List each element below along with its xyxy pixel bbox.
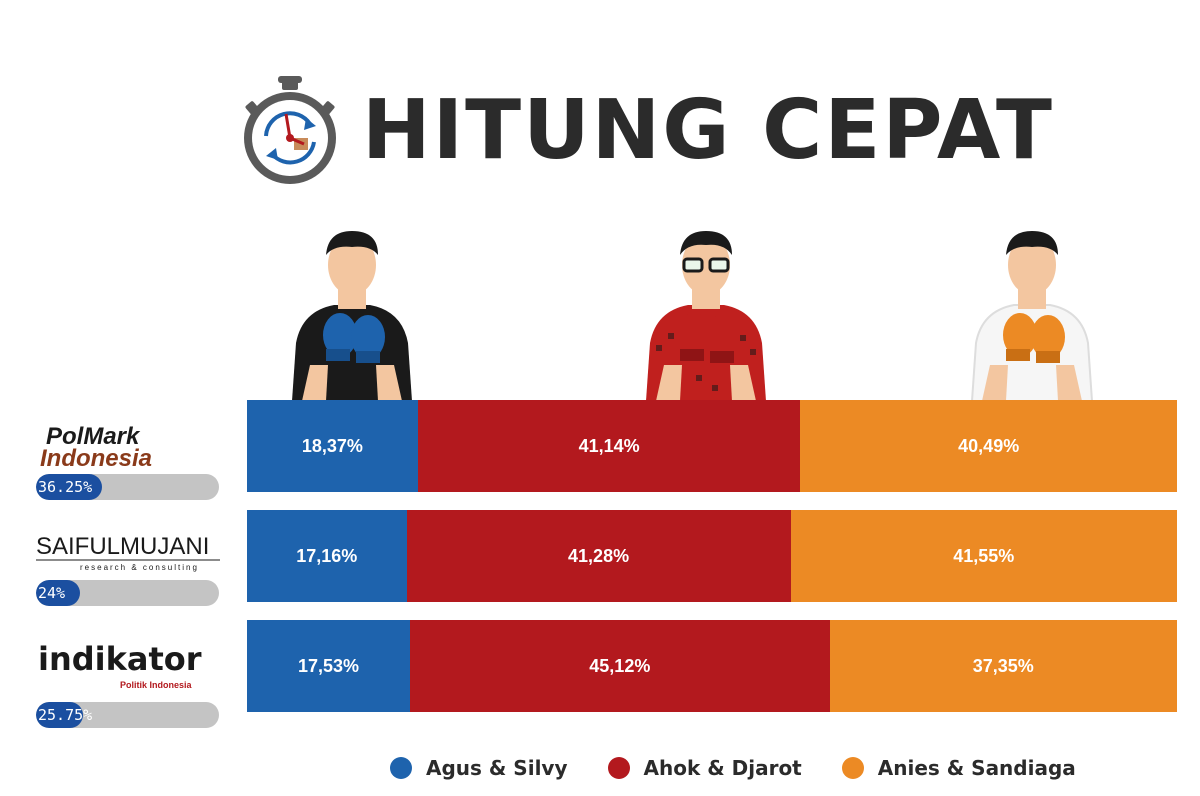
indikator-progress-label: 25.75% [38,706,93,724]
stacked-bar-chart: 18,37% 41,14% 40,49% 17,16% 41,28% 41,55% 17,5… [247,400,1177,720]
saifulmujani-progress-label: 24% [38,584,66,602]
bar-segment-ahok-djarot: 41,14% [417,400,801,492]
stopwatch-icon [244,76,336,184]
bar-row-polmark-indonesia: 18,37% 41,14% 40,49% [247,400,1177,492]
bar-segment-anies-sandiaga: 37,35% [829,620,1177,712]
bar-segment-anies-sandiaga: 40,49% [800,400,1177,492]
data-label: 41,28% [568,545,630,566]
legend-item-agus-silvy: Agus & Silvy [390,756,568,780]
bar-row-saifulmujani: 17,16% 41,28% 41,55% [247,510,1177,602]
bar-segment-agus-silvy: 17,16% [247,510,407,602]
fighter-orange-illustration [970,231,1094,401]
legend-swatch [390,757,412,779]
indikator-progress-bar: 25.75% [36,702,219,728]
svg-text:PolMark: PolMark [46,423,141,450]
bar-segment-agus-silvy: 17,53% [247,620,411,712]
svg-text:Politik Indonesia: Politik Indonesia [120,680,193,690]
data-label: 18,37% [301,435,363,456]
data-label: 40,49% [958,435,1020,456]
polmark-progress-fill [36,474,103,500]
legend-label: Anies & Sandiaga [877,756,1076,780]
svg-text:SAIFULMUJANI: SAIFULMUJANI [36,533,209,560]
data-label: 45,12% [589,655,651,676]
polmark-progress-bar: 36.25% [36,474,219,500]
legend-item-anies-sandiaga: Anies & Sandiaga [841,756,1076,780]
polmark-logo: PolMark Indonesia [40,423,152,472]
indikator-progress-fill [36,702,84,728]
chart-legend: Agus & Silvy Ahok & Djarot Anies & Sandiag… [390,756,1076,780]
saifulmujani-progress-bar: 24% [36,580,219,606]
data-label: 17,53% [297,655,360,676]
legend-label: Agus & Silvy [426,756,568,780]
legend-label: Ahok & Djarot [643,756,802,780]
polmark-progress-label: 36.25% [38,478,93,496]
indikator-logo: indikator Politik Indonesia [38,640,202,690]
saifulmujani-logo: SAIFULMUJANI research & consulting [36,533,220,572]
bar-segment-ahok-djarot: 41,28% [406,510,791,602]
legend-swatch [607,757,630,779]
bar-segment-ahok-djarot: 45,12% [410,620,830,712]
data-label: 41,55% [953,545,1015,566]
legend-swatch [841,757,864,779]
bar-row-indikator: 17,53% 45,12% 37,35% [247,620,1177,712]
data-label: 41,14% [578,435,640,456]
saifulmujani-progress-fill [36,580,80,606]
svg-text:research & consulting: research & consulting [80,563,199,572]
data-label: 37,35% [972,655,1034,676]
fighter-red-illustration [646,231,766,401]
chart-title: HITUNG CEPAT [362,83,1054,178]
bar-segment-anies-sandiaga: 41,55% [790,510,1177,602]
legend-item-ahok-djarot: Ahok & Djarot [607,756,802,780]
title-block: HITUNG CEPAT [240,70,1052,200]
bar-segment-agus-silvy: 18,37% [247,400,418,492]
fighter-blue-illustration [292,231,412,401]
svg-text:Indonesia: Indonesia [40,445,152,472]
data-label: 17,16% [296,545,358,566]
svg-text:indikator: indikator [38,640,202,678]
